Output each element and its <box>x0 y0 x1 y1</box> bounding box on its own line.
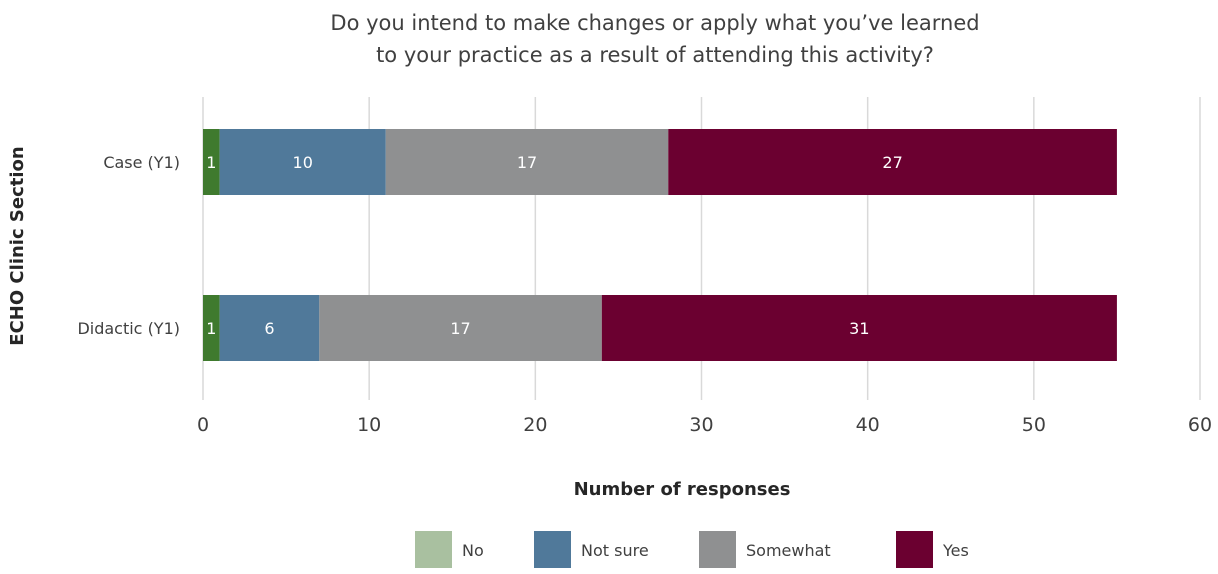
legend-swatch <box>415 531 452 568</box>
bar-segment <box>219 295 320 361</box>
legend-swatch <box>896 531 933 568</box>
x-tick-label: 0 <box>197 414 209 436</box>
x-tick-label: 30 <box>689 414 713 436</box>
legend: No Not sure Somewhat Yes <box>415 531 969 568</box>
bar-data-label: 1 <box>206 319 216 338</box>
category-label: Didactic (Y1) <box>77 319 180 338</box>
legend-label: Somewhat <box>746 541 831 560</box>
chart-title: Do you intend to make changes or apply w… <box>330 11 979 67</box>
category-label: Case (Y1) <box>103 153 180 172</box>
y-axis-title: ECHO Clinic Section <box>7 146 28 345</box>
bar-segment <box>668 129 1117 195</box>
bars: 1 10 17 27 1 6 17 31 <box>203 129 1117 361</box>
bar-data-label: 17 <box>517 153 537 172</box>
x-tick-label: 40 <box>856 414 880 436</box>
bar-data-label: 27 <box>882 153 902 172</box>
chart-title-line-2: to your practice as a result of attendin… <box>376 43 934 67</box>
chart-title-line-1: Do you intend to make changes or apply w… <box>330 11 979 35</box>
x-tick-label: 50 <box>1022 414 1046 436</box>
legend-label: Not sure <box>581 541 649 560</box>
category-labels: Case (Y1) Didactic (Y1) <box>77 153 180 338</box>
legend-label: No <box>462 541 484 560</box>
bar-data-label: 1 <box>206 153 216 172</box>
bar-data-label: 17 <box>450 319 470 338</box>
bar-data-label: 31 <box>849 319 869 338</box>
legend-label: Yes <box>942 541 969 560</box>
bar-segment <box>319 295 602 361</box>
x-tick-label: 60 <box>1188 414 1212 436</box>
bar-segment <box>385 129 669 195</box>
x-tick-label: 20 <box>523 414 547 436</box>
bar-data-label: 10 <box>293 153 313 172</box>
bar-segment <box>219 129 386 195</box>
legend-swatch <box>534 531 571 568</box>
bar-segment <box>601 295 1117 361</box>
bar-segment <box>203 129 220 195</box>
legend-swatch <box>699 531 736 568</box>
bar-segment <box>203 295 220 361</box>
bar-data-label: 6 <box>264 319 274 338</box>
x-axis-title: Number of responses <box>574 479 791 500</box>
x-axis-tick-labels: 0 10 20 30 40 50 60 <box>197 414 1212 436</box>
x-tick-label: 10 <box>357 414 381 436</box>
